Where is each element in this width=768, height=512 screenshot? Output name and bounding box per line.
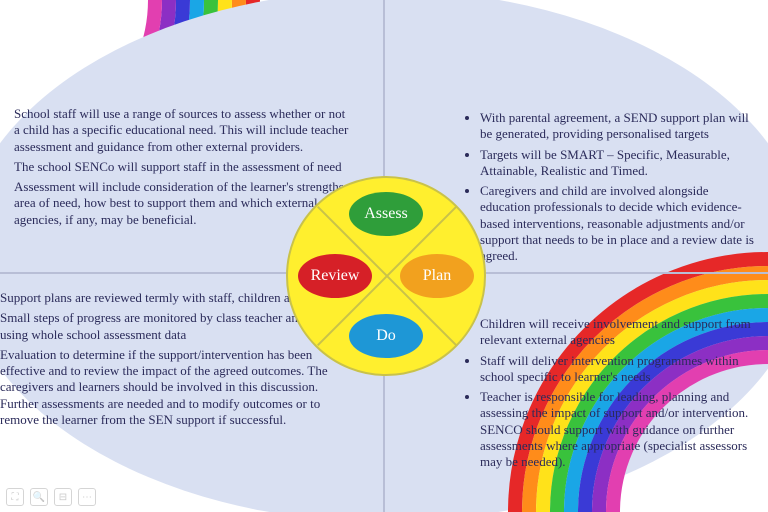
petal-do-label: Do: [376, 327, 396, 345]
do-bullet-3: Teacher is responsible for leading, plan…: [480, 389, 768, 470]
plan-bullet-3: Caregivers and child are involved alongs…: [480, 183, 762, 264]
plan-bullet-1: With parental agreement, a SEND support …: [480, 110, 762, 143]
quadrant-assess-text: School staff will use a range of sources…: [14, 106, 354, 232]
petal-review: Review: [298, 254, 372, 298]
assess-para-2: The school SENCo will support staff in t…: [14, 159, 354, 175]
quadrant-plan-text: With parental agreement, a SEND support …: [462, 110, 762, 268]
petal-plan: Plan: [400, 254, 474, 298]
do-bullet-1: Children will receive involvement and su…: [480, 316, 768, 349]
viewer-toolbar: ⛶ 🔍 ⊟ ⋯: [6, 488, 96, 506]
plan-bullet-2: Targets will be SMART – Specific, Measur…: [480, 147, 762, 180]
zoom-icon[interactable]: 🔍: [30, 488, 48, 506]
more-icon[interactable]: ⋯: [78, 488, 96, 506]
assess-para-1: School staff will use a range of sources…: [14, 106, 354, 155]
do-bullet-2: Staff will deliver intervention programm…: [480, 353, 768, 386]
cycle-wheel: Assess Plan Do Review: [286, 176, 486, 376]
stage: School staff will use a range of sources…: [0, 0, 768, 512]
review-para-3: Evaluation to determine if the support/i…: [0, 347, 354, 428]
minimize-icon[interactable]: ⊟: [54, 488, 72, 506]
petal-assess-label: Assess: [364, 205, 408, 223]
petal-do: Do: [349, 314, 423, 358]
petal-assess: Assess: [349, 192, 423, 236]
quadrant-do-text: Children will receive involvement and su…: [462, 316, 768, 474]
fullscreen-icon[interactable]: ⛶: [6, 488, 24, 506]
petal-plan-label: Plan: [423, 267, 451, 285]
petal-review-label: Review: [311, 267, 360, 285]
